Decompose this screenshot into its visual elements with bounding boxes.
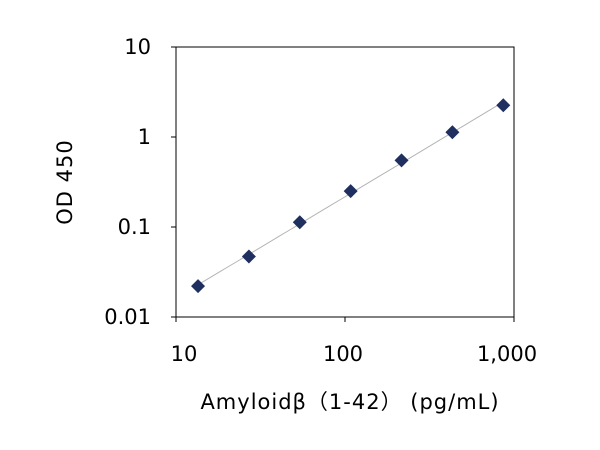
data-point [394,153,409,168]
y-axis-title: OD 450 [53,139,77,224]
plot-area [175,46,515,318]
x-tick-label: 10 [171,342,198,366]
data-point [191,279,206,294]
data-point [445,125,460,140]
x-tick-label: 100 [323,342,363,366]
y-axis-ticks [171,46,176,318]
y-tick-label: 0.1 [118,215,151,239]
data-points [191,98,511,294]
data-point [496,98,511,113]
data-point [241,249,256,264]
y-tick-label: 1 [138,125,151,149]
y-tick-label: 10 [124,35,151,59]
data-point [292,215,307,230]
x-axis-title: Amyloidβ（1-42） (pg/mL) [200,390,499,414]
data-point [343,184,358,199]
x-axis-ticks [175,317,515,322]
y-tick-label: 0.01 [104,305,151,329]
x-axis-tick-labels: 10 100 1,000 [171,342,537,366]
y-axis-tick-labels: 10 1 0.1 0.01 [104,35,151,329]
x-tick-label: 1,000 [477,342,537,366]
